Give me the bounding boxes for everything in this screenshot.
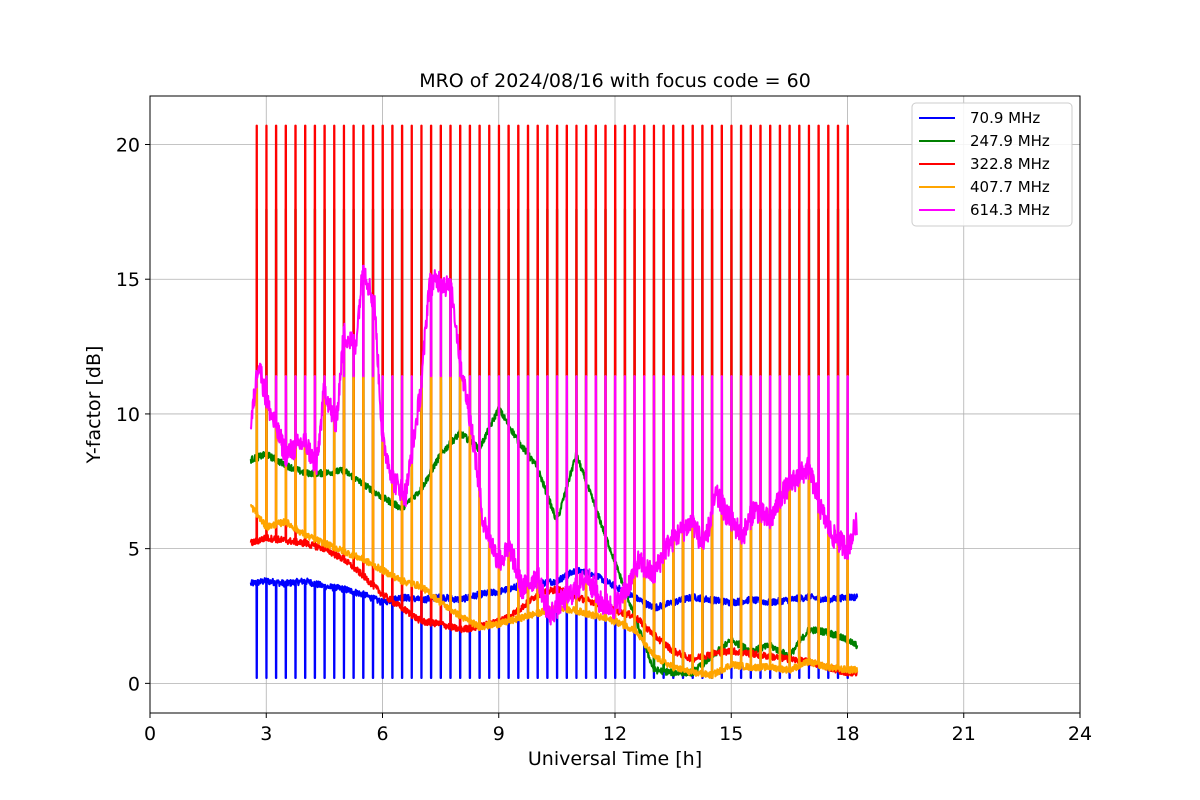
legend-entry: 70.9 MHz	[970, 109, 1040, 127]
x-tick-label: 15	[719, 723, 743, 745]
x-tick-label: 3	[260, 723, 272, 745]
y-tick-label: 5	[128, 539, 140, 561]
x-tick-label: 9	[493, 723, 505, 745]
y-axis-label: Y-factor [dB]	[83, 346, 105, 465]
legend-entry: 322.8 MHz	[970, 155, 1050, 173]
plot-area	[249, 124, 859, 679]
chart-title: MRO of 2024/08/16 with focus code = 60	[419, 70, 811, 92]
x-tick-label: 18	[835, 723, 859, 745]
x-tick-label: 21	[952, 723, 976, 745]
x-axis-label: Universal Time [h]	[528, 748, 702, 770]
legend-entry: 407.7 MHz	[970, 178, 1050, 196]
axis-ticks: 0 3 6 9 12 15 18 21 24 0 5 10 15 20	[116, 134, 1092, 745]
legend-items: 70.9 MHz 247.9 MHz 322.8 MHz 407.7 MHz 614.3…	[919, 109, 1050, 219]
legend-box	[911, 102, 1073, 227]
series-layer	[249, 124, 859, 679]
y-tick-label: 15	[116, 269, 140, 291]
x-tick-label: 24	[1068, 723, 1092, 745]
series-line-5	[249, 264, 859, 626]
legend: 70.9 MHz 247.9 MHz 322.8 MHz 407.7 MHz 614.3…	[911, 102, 1073, 227]
y-tick-label: 10	[116, 404, 140, 426]
legend-entry: 247.9 MHz	[970, 132, 1050, 150]
x-tick-label: 12	[603, 723, 627, 745]
series-line-1	[249, 566, 859, 679]
legend-entry: 614.3 MHz	[970, 201, 1050, 219]
y-tick-label: 0	[128, 673, 140, 695]
y-tick-label: 20	[116, 134, 140, 156]
x-tick-label: 6	[376, 723, 388, 745]
x-tick-label: 0	[144, 723, 156, 745]
series-line-3	[249, 124, 859, 677]
